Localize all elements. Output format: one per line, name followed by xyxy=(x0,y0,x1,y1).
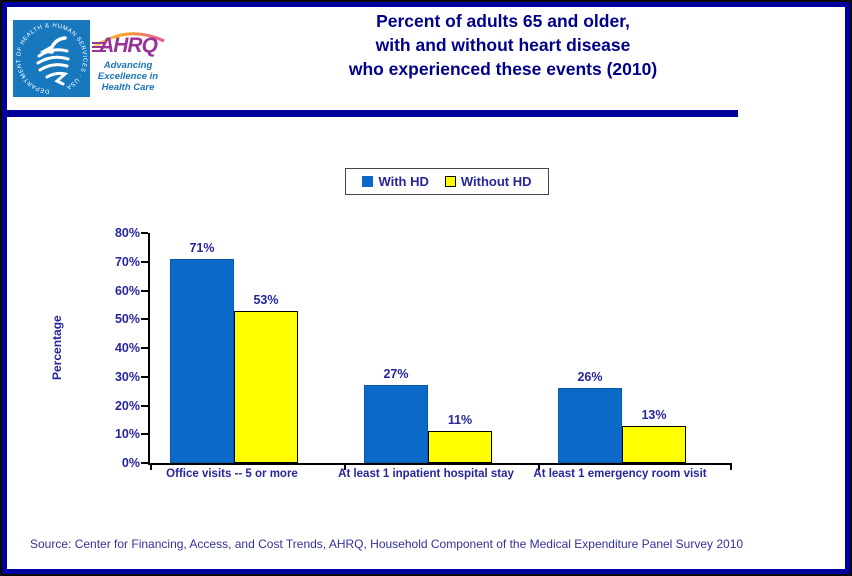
y-axis-tick-label: 60% xyxy=(114,283,140,298)
title-line-3: who experienced these events (2010) xyxy=(348,59,658,79)
y-axis-tick-label: 70% xyxy=(114,254,140,269)
bar-with-hd xyxy=(170,258,234,463)
page-title: Percent of adults 65 and older, with and… xyxy=(168,9,838,81)
bar-without-hd xyxy=(622,425,686,463)
ahrq-tagline-line: Health Care xyxy=(101,82,155,93)
legend-item-with-hd: With HD xyxy=(362,174,429,189)
y-axis-tick-label: 40% xyxy=(114,341,140,355)
y-axis-tick-label: 80% xyxy=(114,226,140,240)
legend-item-without-hd: Without HD xyxy=(444,174,532,189)
ahrq-wordmark: AHRQ xyxy=(99,34,158,57)
without-hd-swatch-icon xyxy=(444,176,456,187)
y-axis-tick-mark xyxy=(141,289,148,292)
y-axis-tick-label: 20% xyxy=(114,398,140,413)
source-note: Source: Center for Financing, Access, an… xyxy=(30,537,744,551)
y-axis-tick-mark xyxy=(141,232,148,234)
x-axis-category-labels: Office visits -- 5 or more At least 1 inp… xyxy=(148,468,730,486)
y-axis-tick-mark xyxy=(141,404,148,407)
y-axis-tick-label: 30% xyxy=(114,369,140,384)
y-axis-labels: 0% 10% 20% 30% 40% 50% 60% 70% 80% xyxy=(88,226,140,470)
y-axis-tick-label: 10% xyxy=(114,427,140,442)
ahrq-logo: AHRQ Advancing Excellence in Health Care xyxy=(90,20,166,97)
bar-value-label: 26% xyxy=(577,370,603,385)
bar-with-hd xyxy=(364,385,428,463)
category-label: Office visits -- 5 or more xyxy=(166,468,298,480)
y-axis-tick-mark xyxy=(141,462,148,464)
bar-value-label: 11% xyxy=(447,413,473,428)
ahrq-tagline-line: Advancing xyxy=(103,60,153,71)
y-axis-tick-label: 0% xyxy=(121,456,140,470)
ahrq-tagline: Advancing Excellence in Health Care xyxy=(90,60,166,93)
x-axis-tick-mark xyxy=(150,465,152,470)
legend-label: With HD xyxy=(378,174,429,189)
y-axis-tick-mark xyxy=(141,318,148,321)
chart-legend: With HD Without HD xyxy=(345,168,549,195)
bar-without-hd xyxy=(234,310,298,463)
bar-value-label: 27% xyxy=(383,367,409,382)
bar-value-label: 53% xyxy=(253,292,279,307)
y-axis-tick-mark xyxy=(141,260,148,263)
bar-without-hd xyxy=(428,431,492,463)
hhs-eagle-icon: DEPARTMENT OF HEALTH & HUMAN SERVICES · … xyxy=(16,23,87,94)
y-axis-tick-mark xyxy=(141,433,148,436)
hhs-logo: DEPARTMENT OF HEALTH & HUMAN SERVICES · … xyxy=(13,20,90,97)
x-axis-tick-mark xyxy=(730,465,732,470)
category-label: At least 1 inpatient hospital stay xyxy=(338,468,514,480)
bar-chart-plot-area: 71% 53% 27% 11% 26% 13% xyxy=(141,232,732,470)
bar-value-label: 13% xyxy=(641,407,667,422)
title-line-1: Percent of adults 65 and older, xyxy=(376,11,630,31)
with-hd-swatch-icon xyxy=(362,176,374,187)
y-axis-tick-mark xyxy=(141,375,148,378)
x-axis-tick-mark xyxy=(538,465,540,470)
ahrq-tagline-line: Excellence in xyxy=(97,71,159,82)
legend-label: Without HD xyxy=(460,174,532,189)
bar-with-hd xyxy=(558,388,622,463)
bar-value-label: 71% xyxy=(189,240,215,255)
y-axis-title: Percentage xyxy=(50,315,64,381)
ahrq-speedlines-icon xyxy=(92,42,106,54)
y-axis-tick-mark xyxy=(141,347,148,349)
header-divider-bar xyxy=(7,110,738,117)
category-label: At least 1 emergency room visit xyxy=(533,468,707,480)
y-axis-tick-label: 50% xyxy=(114,312,140,327)
x-axis-tick-mark xyxy=(344,465,346,470)
title-line-2: with and without heart disease xyxy=(375,35,631,55)
